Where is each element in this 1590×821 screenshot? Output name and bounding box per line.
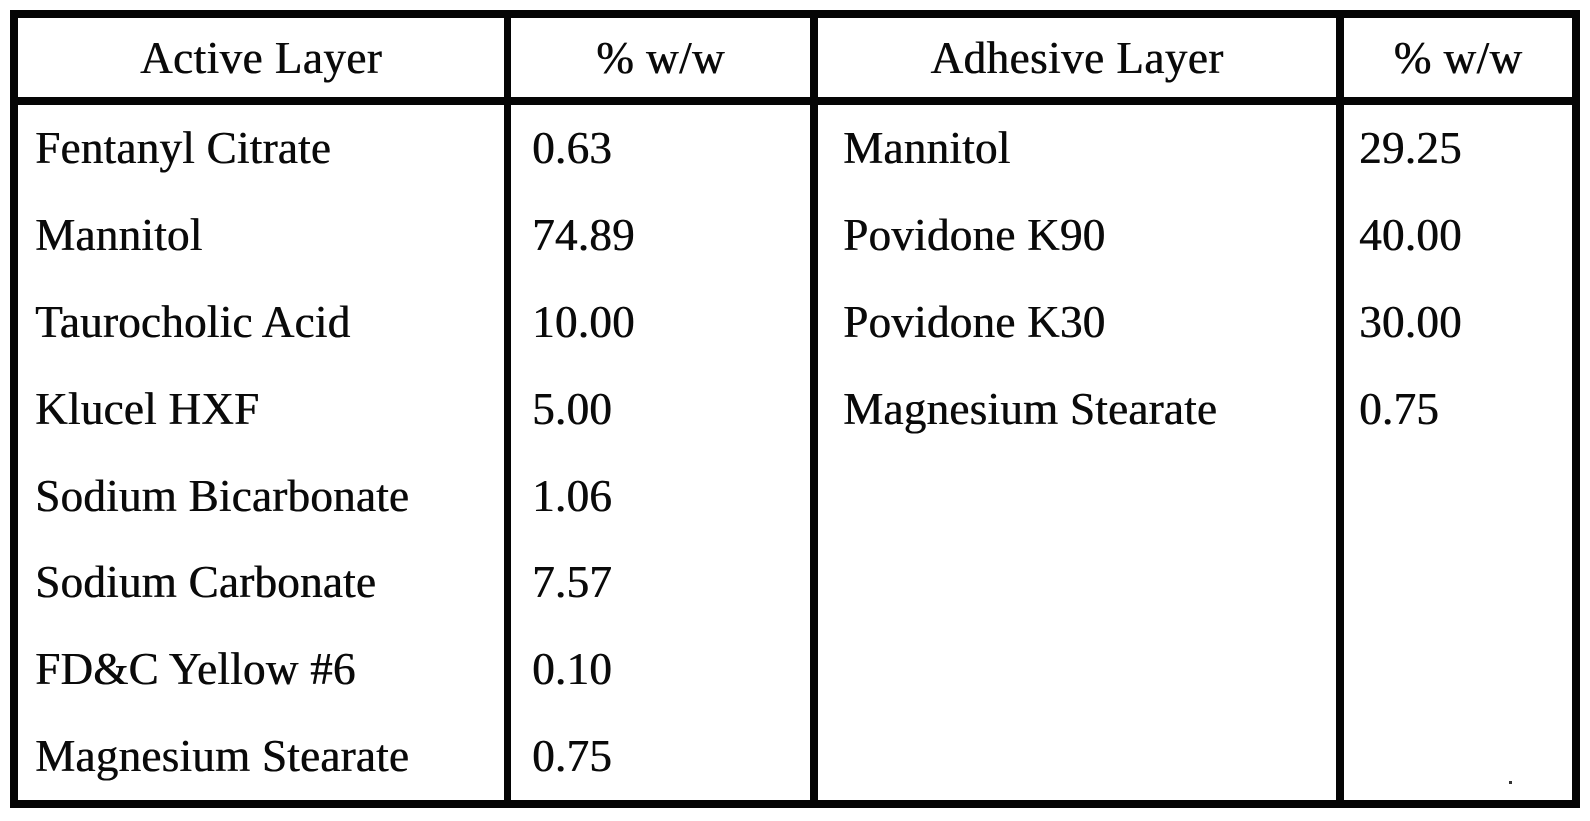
ingredient-value: 0.75 bbox=[532, 730, 612, 781]
ingredient-name: Taurocholic Acid bbox=[35, 296, 351, 347]
ingredient-name: Magnesium Stearate bbox=[35, 730, 410, 781]
formulation-table: Active Layer Fentanyl Citrate Mannitol T… bbox=[10, 10, 1580, 808]
ingredient-value: 29.25 bbox=[1359, 123, 1462, 174]
ingredient-value: 1.06 bbox=[532, 470, 612, 521]
ingredient-value: 5.00 bbox=[532, 383, 612, 434]
ingredient-name: Povidone K90 bbox=[843, 210, 1106, 261]
ingredient-value: 30.00 bbox=[1359, 296, 1462, 347]
column-adhesive-layer: Adhesive Layer Mannitol Povidone K90 Pov… bbox=[810, 18, 1336, 800]
ingredient-value: 0.10 bbox=[532, 644, 612, 695]
ingredient-name: Mannitol bbox=[35, 210, 203, 261]
active-layer-names: Fentanyl Citrate Mannitol Taurocholic Ac… bbox=[18, 105, 504, 800]
ingredient-name: Klucel HXF bbox=[35, 383, 260, 434]
adhesive-layer-names: Mannitol Povidone K90 Povidone K30 Magne… bbox=[818, 105, 1336, 800]
active-layer-values: 0.63 74.89 10.00 5.00 1.06 7.57 0.10 0.7… bbox=[511, 105, 810, 800]
ingredient-value: 7.57 bbox=[532, 557, 612, 608]
active-layer-header: Active Layer bbox=[18, 18, 504, 105]
ingredient-name: FD&C Yellow #6 bbox=[35, 644, 356, 695]
ingredient-value: 0.63 bbox=[532, 123, 612, 174]
ingredient-value: 10.00 bbox=[532, 296, 635, 347]
ingredient-name: Povidone K30 bbox=[843, 296, 1106, 347]
ingredient-name: Sodium Bicarbonate bbox=[35, 470, 410, 521]
ingredient-name: Magnesium Stearate bbox=[843, 383, 1218, 434]
ingredient-name: Fentanyl Citrate bbox=[35, 123, 331, 174]
adhesive-layer-values: 29.25 40.00 30.00 0.75 bbox=[1344, 105, 1572, 800]
ingredient-value: 40.00 bbox=[1359, 210, 1462, 261]
column-active-layer: Active Layer Fentanyl Citrate Mannitol T… bbox=[18, 18, 504, 800]
active-percent-header: % w/w bbox=[511, 18, 810, 105]
adhesive-layer-header: Adhesive Layer bbox=[818, 18, 1336, 105]
column-adhesive-percent: % w/w 29.25 40.00 30.00 0.75 bbox=[1336, 18, 1572, 800]
scan-speck bbox=[1509, 781, 1512, 784]
ingredient-value: 74.89 bbox=[532, 210, 635, 261]
ingredient-name: Mannitol bbox=[843, 123, 1011, 174]
ingredient-name: Sodium Carbonate bbox=[35, 557, 377, 608]
column-active-percent: % w/w 0.63 74.89 10.00 5.00 1.06 7.57 0.… bbox=[504, 18, 810, 800]
adhesive-percent-header: % w/w bbox=[1344, 18, 1572, 105]
ingredient-value: 0.75 bbox=[1359, 383, 1439, 434]
